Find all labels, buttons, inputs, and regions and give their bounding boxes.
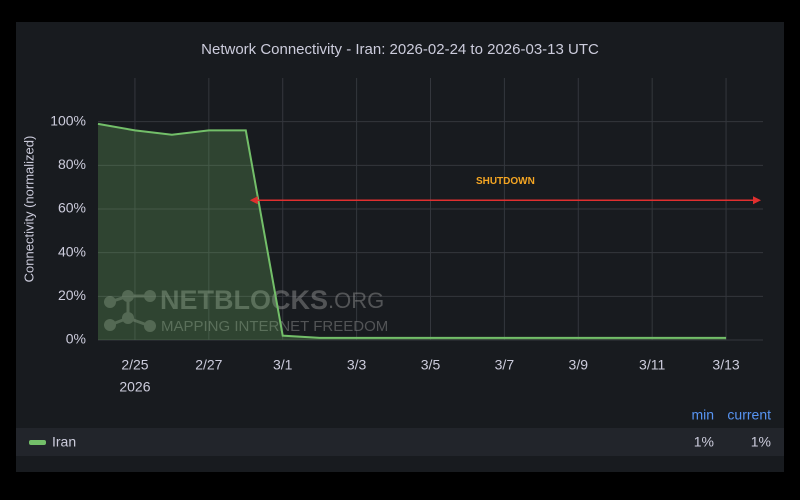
x-tick-label: 2/25 [121, 357, 148, 373]
panel [16, 22, 784, 472]
x-tick-label: 3/13 [712, 357, 739, 373]
plot: 0% 20% 40% 60% 80% 100% 2/25 2/27 3/1 3/3 3/5 3/7 3/… [50, 78, 763, 395]
watermark-icon [104, 296, 116, 308]
watermark-icon [122, 312, 134, 324]
y-tick-label: 80% [58, 156, 86, 172]
annotation-arrowhead [249, 196, 258, 205]
y-tick-label: 60% [58, 200, 86, 216]
x-tick-label: 3/7 [495, 357, 515, 373]
y-tick-label: 20% [58, 287, 86, 303]
legend-column[interactable]: current [727, 407, 771, 423]
legend-column[interactable]: min [691, 407, 714, 423]
legend-value: 1% [751, 434, 771, 450]
x-year-label: 2026 [119, 379, 150, 395]
watermark-name: NETBLOCKS [160, 285, 328, 315]
y-tick-label: 100% [50, 112, 86, 128]
x-tick-label: 2/27 [195, 357, 222, 373]
annotation-label: SHUTDOWN [476, 176, 535, 187]
legend-swatch [29, 440, 46, 445]
legend-name[interactable]: Iran [52, 434, 76, 450]
x-tick-label: 3/11 [639, 357, 665, 373]
legend-row [16, 428, 784, 456]
x-tick-label: 3/3 [347, 357, 367, 373]
x-tick-label: 3/5 [421, 357, 441, 373]
watermark-name: NETBLOCKS.ORG [160, 285, 384, 315]
watermark-icon [104, 319, 116, 331]
chart-title: Network Connectivity - Iran: 2026-02-24 … [201, 41, 599, 58]
watermark-suffix: .ORG [328, 288, 384, 313]
legend-value: 1% [694, 434, 714, 450]
watermark-icon [122, 290, 134, 302]
watermark-icon [144, 290, 156, 302]
watermark-icon [144, 320, 156, 332]
y-tick-label: 40% [58, 243, 86, 259]
area-fill [98, 123, 727, 340]
watermark-tagline: MAPPING INTERNET FREEDOM [161, 318, 388, 335]
watermark: NETBLOCKS.ORG MAPPING INTERNET FREEDOM [104, 285, 388, 335]
watermark-icon [109, 294, 151, 328]
series-line [97, 122, 727, 339]
y-axis-label: Connectivity (normalized) [21, 136, 36, 283]
x-tick-label: 3/9 [569, 357, 589, 373]
x-tick-label: 3/1 [273, 357, 293, 373]
annotation-arrowhead [753, 196, 761, 205]
y-tick-label: 0% [66, 331, 86, 347]
